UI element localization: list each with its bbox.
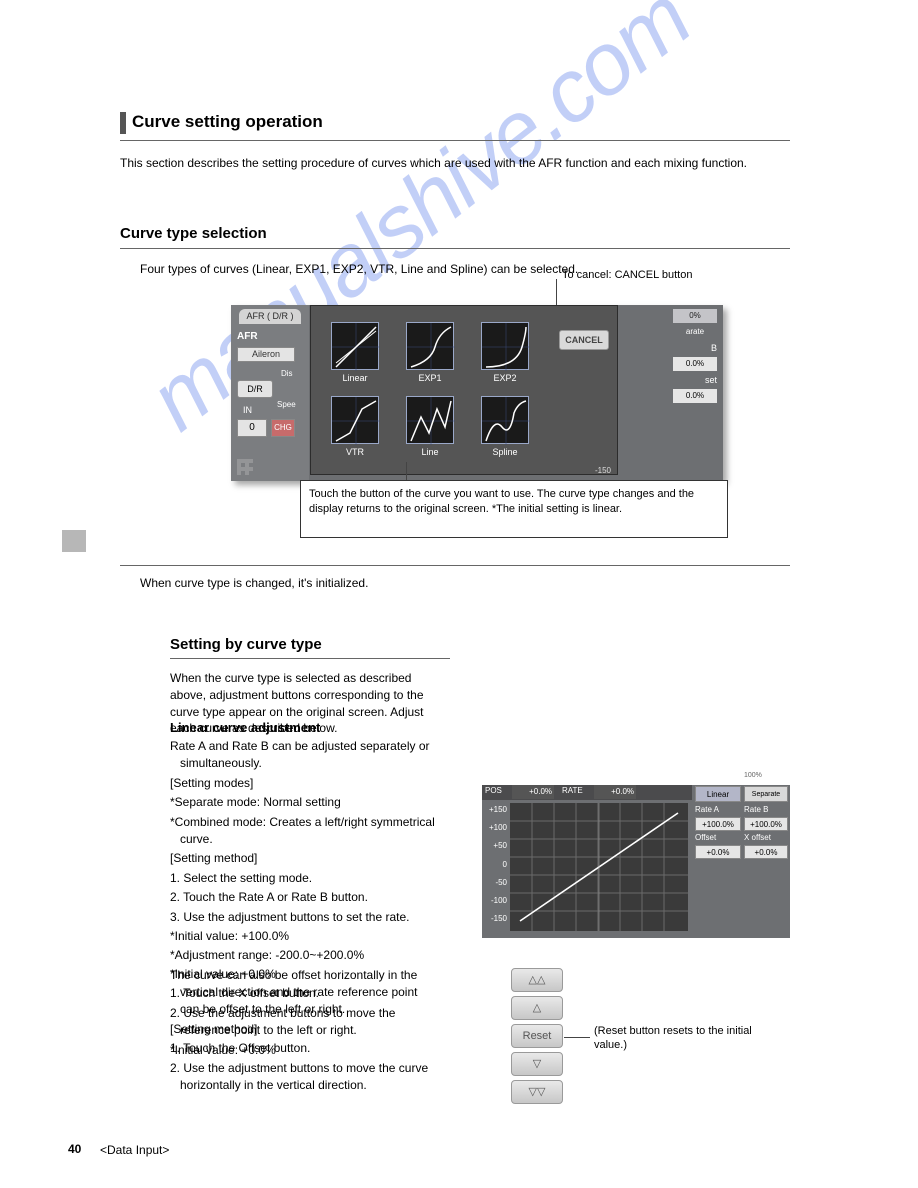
afr-tab[interactable]: AFR ( D/R ) xyxy=(239,309,301,324)
curve-popup: CANCEL LinearEXP1EXP2 VTRLineSpline xyxy=(310,305,618,475)
section-text: Four types of curves (Linear, EXP1, EXP2… xyxy=(140,262,578,276)
page-number: 40 xyxy=(68,1142,81,1156)
right-val[interactable]: 0.0% xyxy=(673,389,717,403)
waffle-icon xyxy=(237,459,253,475)
aileron-button[interactable]: Aileron xyxy=(237,347,295,362)
rateb-value[interactable]: +100.0% xyxy=(744,817,788,831)
selection-rule xyxy=(120,565,790,566)
rate-label: RATE xyxy=(562,786,583,795)
curve-exp1[interactable]: EXP1 xyxy=(400,322,460,383)
note-box: Touch the button of the curve you want t… xyxy=(300,480,728,538)
right-zero[interactable]: 0.0% xyxy=(673,357,717,371)
dis-label: Dis xyxy=(281,369,293,378)
intro-text: This section describes the setting proce… xyxy=(120,155,790,172)
selection-text: When curve type is changed, it's initial… xyxy=(140,576,368,590)
footer-label: <Data Input> xyxy=(100,1143,169,1157)
right-minus150: -150 xyxy=(595,466,611,475)
section-heading: Curve type selection xyxy=(120,225,267,242)
down-button[interactable]: ▽ xyxy=(511,1052,563,1076)
curve-spline[interactable]: Spline xyxy=(475,396,535,457)
double-up-button[interactable]: △△ xyxy=(511,968,563,992)
page-title: Curve setting operation xyxy=(132,112,323,132)
double-down-button[interactable]: ▽▽ xyxy=(511,1080,563,1104)
right-100: 0% xyxy=(673,309,717,323)
up-button[interactable]: △ xyxy=(511,996,563,1020)
curve-vtr[interactable]: VTR xyxy=(325,396,385,457)
pos-label: POS xyxy=(485,786,502,795)
rate-value: +0.0% xyxy=(594,785,636,799)
curve-grid xyxy=(510,803,688,931)
spee-label: Spee xyxy=(277,400,296,409)
in-value[interactable]: 0 xyxy=(237,419,267,437)
title-rule xyxy=(120,140,790,141)
curve-line[interactable]: Line xyxy=(400,396,460,457)
offset-label: Offset xyxy=(695,833,716,842)
in-label: IN xyxy=(243,405,252,415)
xoffset-label: X offset xyxy=(744,833,771,842)
curve-exp2[interactable]: EXP2 xyxy=(475,322,535,383)
section-rule xyxy=(120,248,790,249)
linear-adj-body-2: *Initial value: +0.0%1. Touch the X offs… xyxy=(170,966,440,1061)
adjust-button-stack: △△ △ Reset ▽ ▽▽ xyxy=(511,968,563,1108)
rateb-label: Rate B xyxy=(744,805,768,814)
cancel-button[interactable]: CANCEL xyxy=(559,330,609,350)
afr-label: AFR xyxy=(237,331,258,342)
reset-button[interactable]: Reset xyxy=(511,1024,563,1048)
top-100-label: 100% xyxy=(744,772,762,779)
title-accent xyxy=(120,112,126,134)
right-set: set xyxy=(673,373,717,387)
right-arate: arate xyxy=(673,325,717,339)
curve-linear[interactable]: Linear xyxy=(325,322,385,383)
y-axis-labels: +150+100+500-50-100-150 xyxy=(484,801,507,928)
right-b: B xyxy=(673,341,717,355)
dr-button[interactable]: D/R xyxy=(237,380,273,398)
curve-type-heading: Setting by curve type xyxy=(170,636,322,653)
reset-callout: (Reset button resets to the initial valu… xyxy=(594,1024,754,1053)
screenshot-curve-select: AFR ( D/R ) AFR Aileron Dis D/R Spee IN … xyxy=(231,305,723,481)
curve-type-rule xyxy=(170,658,450,659)
screenshot-linear: POS +0.0% RATE +0.0% 100% Linear Separat… xyxy=(482,785,790,938)
note-leader-line xyxy=(406,462,407,480)
linear-adj-heading: Linear curve adjustment xyxy=(170,720,320,735)
note-text: Touch the button of the curve you want t… xyxy=(301,481,727,523)
xoffset-value[interactable]: +0.0% xyxy=(744,845,788,859)
ratea-value[interactable]: +100.0% xyxy=(695,817,741,831)
separate-button[interactable]: Separate xyxy=(744,786,788,802)
reset-leader-line xyxy=(564,1037,590,1038)
chg-button[interactable]: CHG xyxy=(271,419,295,437)
linear-button[interactable]: Linear xyxy=(695,786,741,802)
side-tab xyxy=(62,530,86,552)
cancel-callout: To cancel: CANCEL button xyxy=(562,269,692,281)
ratea-label: Rate A xyxy=(695,805,719,814)
offset-value[interactable]: +0.0% xyxy=(695,845,741,859)
pos-value: +0.0% xyxy=(512,785,554,799)
